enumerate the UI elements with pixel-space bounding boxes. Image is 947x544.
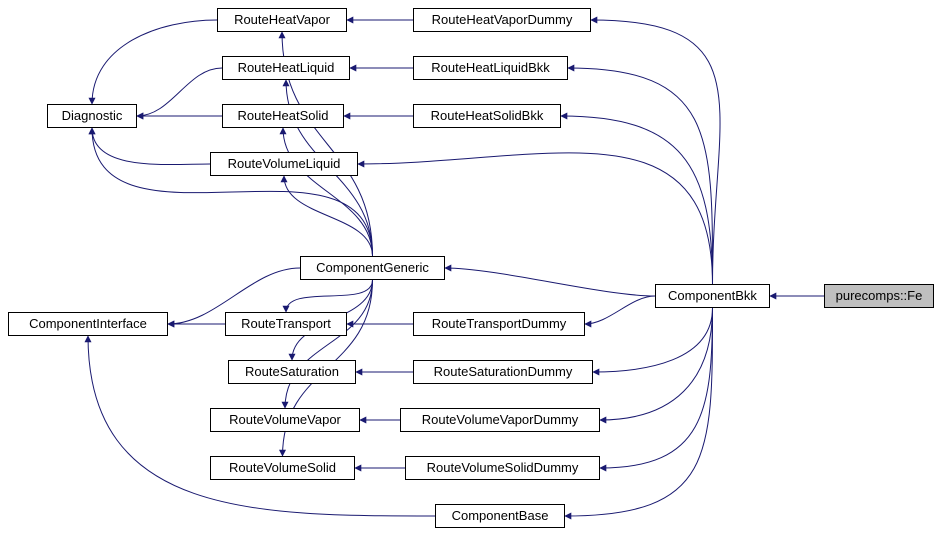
- edge-component-generic-to-route-volume-liquid: [284, 176, 373, 256]
- edge-route-heat-vapor-to-diagnostic: [92, 20, 217, 104]
- node-route-heat-solid: RouteHeatSolid: [222, 104, 344, 128]
- node-label: RouteVolumeVaporDummy: [422, 412, 579, 427]
- node-component-base: ComponentBase: [435, 504, 565, 528]
- node-label: RouteHeatVaporDummy: [432, 12, 573, 27]
- node-label: RouteSaturation: [245, 364, 339, 379]
- node-component-bkk: ComponentBkk: [655, 284, 770, 308]
- node-label: RouteHeatSolid: [237, 108, 328, 123]
- edge-component-generic-to-route-heat-solid: [283, 128, 373, 256]
- node-route-volume-solid: RouteVolumeSolid: [210, 456, 355, 480]
- node-route-heat-solid-b: RouteHeatSolidBkk: [413, 104, 561, 128]
- node-component-generic: ComponentGeneric: [300, 256, 445, 280]
- node-label: RouteTransport: [241, 316, 331, 331]
- node-purecomps-fe: purecomps::Fe: [824, 284, 934, 308]
- edge-component-bkk-to-route-saturation-d: [593, 308, 713, 372]
- node-label: RouteHeatLiquidBkk: [431, 60, 550, 75]
- node-route-volume-solid-d: RouteVolumeSolidDummy: [405, 456, 600, 480]
- edge-component-bkk-to-route-heat-vapor-d: [591, 20, 720, 284]
- node-route-volume-vapor: RouteVolumeVapor: [210, 408, 360, 432]
- edge-component-generic-to-diagnostic: [92, 128, 373, 256]
- edge-component-bkk-to-route-heat-solid-b: [561, 116, 713, 284]
- edge-component-bkk-to-route-transport-d: [585, 296, 655, 324]
- node-route-heat-liquid: RouteHeatLiquid: [222, 56, 350, 80]
- node-label: RouteSaturationDummy: [434, 364, 573, 379]
- node-label: RouteVolumeSolidDummy: [427, 460, 579, 475]
- node-diagnostic: Diagnostic: [47, 104, 137, 128]
- edge-component-generic-to-route-transport: [286, 280, 373, 312]
- node-label: RouteHeatVapor: [234, 12, 330, 27]
- node-route-heat-liquid-b: RouteHeatLiquidBkk: [413, 56, 568, 80]
- node-label: RouteVolumeVapor: [229, 412, 341, 427]
- node-label: RouteVolumeSolid: [229, 460, 336, 475]
- node-route-transport-d: RouteTransportDummy: [413, 312, 585, 336]
- edge-component-bkk-to-route-volume-solid-d: [600, 308, 713, 468]
- node-label: purecomps::Fe: [836, 288, 923, 303]
- node-route-saturation: RouteSaturation: [228, 360, 356, 384]
- edge-component-bkk-to-route-volume-vapor-d: [600, 308, 713, 420]
- node-route-heat-vapor: RouteHeatVapor: [217, 8, 347, 32]
- node-label: RouteHeatSolidBkk: [431, 108, 544, 123]
- node-label: ComponentInterface: [29, 316, 147, 331]
- edge-component-bkk-to-component-generic: [445, 268, 655, 296]
- node-route-transport: RouteTransport: [225, 312, 347, 336]
- edge-route-heat-liquid-to-diagnostic: [137, 68, 222, 116]
- node-component-interface: ComponentInterface: [8, 312, 168, 336]
- edge-component-bkk-to-route-heat-liquid-b: [568, 68, 713, 284]
- node-label: ComponentBase: [452, 508, 549, 523]
- node-route-saturation-d: RouteSaturationDummy: [413, 360, 593, 384]
- node-label: Diagnostic: [62, 108, 123, 123]
- edge-component-generic-to-route-volume-vapor: [285, 280, 373, 408]
- node-label: RouteVolumeLiquid: [228, 156, 341, 171]
- node-route-heat-vapor-d: RouteHeatVaporDummy: [413, 8, 591, 32]
- node-label: ComponentGeneric: [316, 260, 429, 275]
- edge-route-volume-liquid-to-diagnostic: [92, 128, 210, 165]
- node-label: RouteHeatLiquid: [238, 60, 335, 75]
- node-label: RouteTransportDummy: [432, 316, 567, 331]
- node-route-volume-liquid: RouteVolumeLiquid: [210, 152, 358, 176]
- node-label: ComponentBkk: [668, 288, 757, 303]
- inheritance-diagram: purecomps::Fe ComponentBkk ComponentGeneri…: [0, 0, 947, 544]
- node-route-volume-vapor-d: RouteVolumeVaporDummy: [400, 408, 600, 432]
